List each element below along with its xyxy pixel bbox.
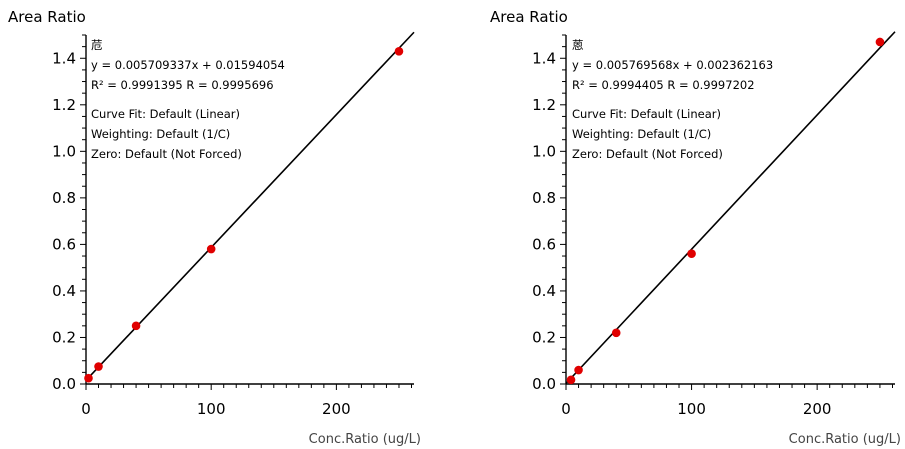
- y-tick-label: 1.2: [52, 96, 76, 114]
- x-axis-label: Conc.Ratio (ug/L): [309, 432, 421, 447]
- data-point: [566, 375, 576, 385]
- zero-info: Zero: Default (Not Forced): [572, 147, 723, 161]
- y-tick-label: 0.4: [52, 282, 76, 300]
- y-tick-label: 0.2: [532, 328, 556, 346]
- data-point: [206, 244, 216, 254]
- x-tick-label: 200: [803, 400, 832, 418]
- x-tick-label: 0: [561, 400, 571, 418]
- chart-2: Area Ratio Conc.Ratio (ug/L) 0.0 0.2 0.4 0.6 0…: [490, 8, 901, 447]
- compound-name: 苊: [91, 38, 103, 52]
- data-point: [394, 46, 404, 56]
- data-point: [875, 37, 885, 47]
- y-tick-label: 1.2: [532, 96, 556, 114]
- y-tick-label: 0.8: [532, 189, 556, 207]
- x-axis-label: Conc.Ratio (ug/L): [789, 432, 901, 447]
- data-point: [94, 362, 103, 371]
- regression-equation: y = 0.005769568x + 0.002362163: [572, 58, 773, 72]
- zero-info: Zero: Default (Not Forced): [91, 147, 242, 161]
- compound-name: 蒽: [572, 38, 584, 52]
- regression-stats: R² = 0.9991395 R = 0.9995696: [91, 78, 274, 92]
- data-point: [687, 249, 696, 259]
- regression-line: [85, 31, 415, 381]
- x-tick-label: 200: [322, 400, 351, 418]
- weighting-info: Weighting: Default (1/C): [91, 127, 230, 141]
- y-tick-label: 0.2: [52, 328, 76, 346]
- y-tick-label: 0.8: [52, 189, 76, 207]
- y-tick-label: 1.0: [532, 142, 556, 160]
- y-tick-label: 1.4: [52, 49, 76, 67]
- y-tick-label: 0.4: [532, 282, 556, 300]
- x-tick-label: 100: [197, 400, 226, 418]
- chart-1: Area Ratio Conc.Ratio (ug/L) 0.0 0.2 0.4 0.6 0…: [8, 8, 421, 447]
- x-tick-label: 100: [677, 400, 706, 418]
- weighting-info: Weighting: Default (1/C): [572, 127, 711, 141]
- x-tick-label: 0: [81, 400, 91, 418]
- data-point: [84, 373, 93, 383]
- regression-line: [565, 31, 896, 384]
- data-point: [131, 321, 141, 331]
- data-point: [611, 328, 621, 338]
- y-tick-label: 1.4: [532, 49, 556, 67]
- y-tick-label: 0.6: [52, 235, 76, 253]
- regression-equation: y = 0.005709337x + 0.01594054: [91, 58, 285, 72]
- y-tick-label: 0.0: [52, 375, 76, 393]
- y-tick-label: 1.0: [52, 142, 76, 160]
- y-axis-label: Area Ratio: [8, 8, 86, 26]
- y-tick-label: 0.6: [532, 235, 556, 253]
- regression-stats: R² = 0.9994405 R = 0.9997202: [572, 78, 755, 92]
- data-point: [574, 365, 583, 375]
- curve-fit-info: Curve Fit: Default (Linear): [572, 107, 721, 121]
- y-axis-label: Area Ratio: [490, 8, 568, 26]
- curve-fit-info: Curve Fit: Default (Linear): [91, 107, 240, 121]
- y-tick-label: 0.0: [532, 375, 556, 393]
